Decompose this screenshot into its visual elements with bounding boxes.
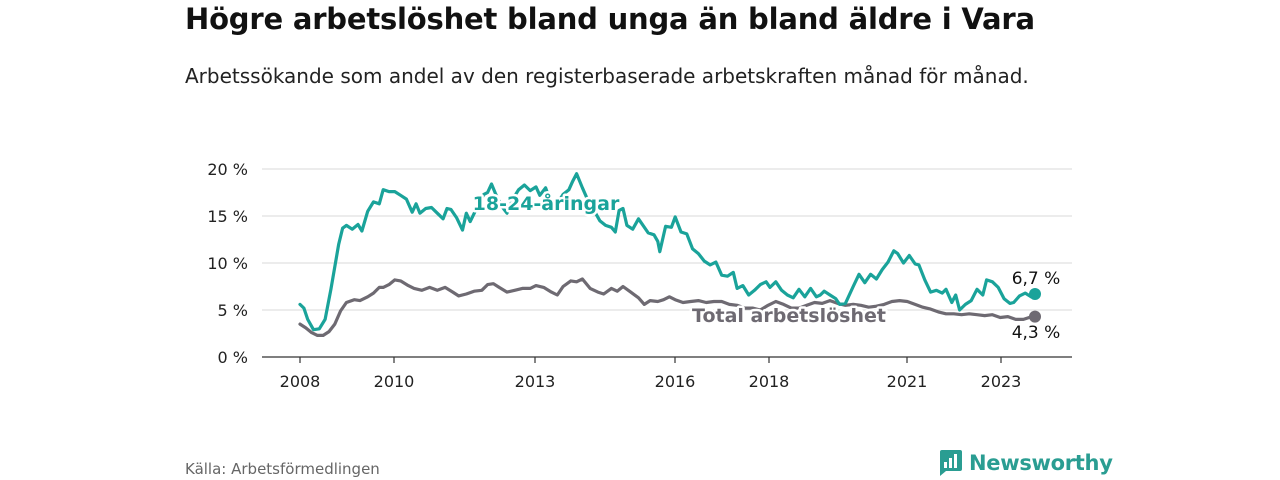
y-tick-label: 10 %: [207, 254, 248, 273]
source-note: Källa: Arbetsförmedlingen: [185, 460, 380, 478]
x-tick-label: 2008: [280, 372, 321, 391]
y-tick-label: 5 %: [218, 301, 248, 320]
y-tick-label: 20 %: [207, 160, 248, 179]
series-line-total: [298, 277, 1037, 337]
series-label-total: Total arbetslöshet: [692, 305, 886, 327]
newsworthy-logo-icon: [940, 450, 962, 476]
x-tick-label: 2013: [515, 372, 556, 391]
end-point-youth: [1029, 288, 1041, 301]
end-label-youth-halo: 6,7 %: [1012, 269, 1061, 289]
series-label-total-halo: Total arbetslöshet: [692, 305, 886, 327]
chart-subtitle: Arbetssökande som andel av den registerb…: [185, 64, 1029, 88]
x-tick-label: 2018: [749, 372, 790, 391]
series-label-youth: 18-24-åringar: [473, 191, 620, 215]
brand-name: Newsworthy: [969, 451, 1113, 475]
chart-title: Högre arbetslöshet bland unga än bland ä…: [185, 2, 1035, 36]
axis-layer: 0 % 5 % 10 % 15 % 20 % 2008 2010 2013 2016 2018 20…: [207, 160, 1072, 391]
x-tick-label: 2010: [374, 372, 415, 391]
end-point-total: [1029, 310, 1041, 323]
x-tick-label: 2016: [655, 372, 696, 391]
series-label-youth-halo: 18-24-åringar: [473, 191, 620, 215]
series-line-youth: [298, 172, 1037, 332]
end-label-youth: 6,7 %: [1012, 269, 1061, 289]
x-tick-label: 2021: [887, 372, 928, 391]
x-tick-label: 2023: [981, 372, 1022, 391]
y-tick-label: 15 %: [207, 207, 248, 226]
end-label-total-halo: 4,3 %: [1012, 323, 1061, 343]
brand-logo[interactable]: Newsworthy: [937, 449, 1113, 477]
y-tick-label: 0 %: [218, 348, 248, 367]
end-label-total: 4,3 %: [1012, 323, 1061, 343]
series-layer: [298, 172, 1041, 337]
